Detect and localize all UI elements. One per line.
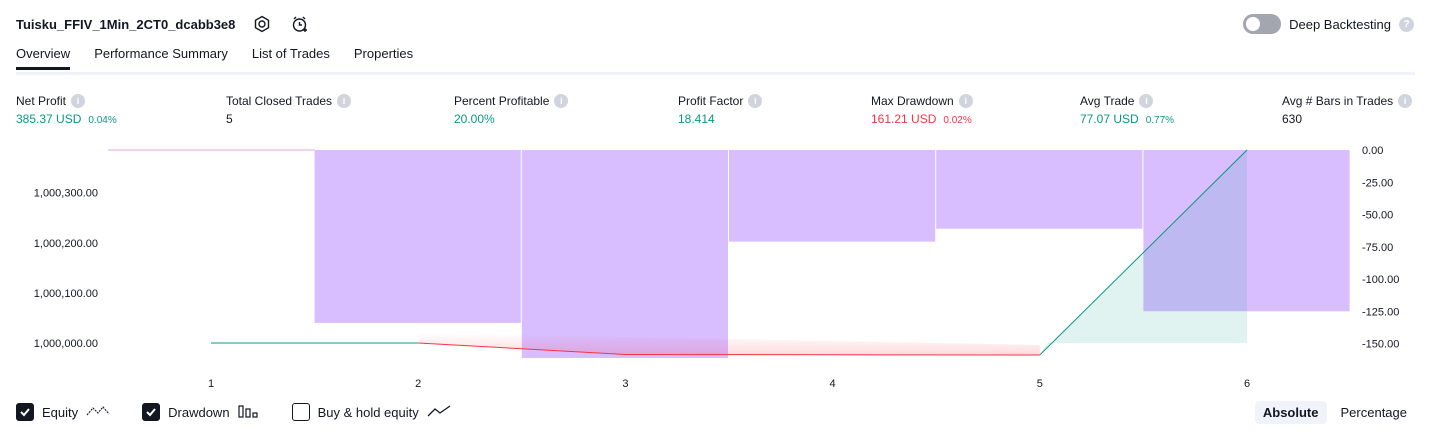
left-axis-tick: 1,000,100.00 (34, 288, 98, 300)
equity-line-segment (1039, 149, 1248, 356)
value-mode-switch: Absolute Percentage (1254, 401, 1415, 424)
percentage-mode-button[interactable]: Percentage (1340, 405, 1408, 420)
metric-net-profit: Net Profit i 385.37 USD 0.04% (16, 94, 117, 126)
metric-avg-trade: Avg Trade i 77.07 USD 0.77% (1080, 94, 1174, 126)
x-axis-tick: 6 (1244, 378, 1250, 390)
tab-bar: Overview Performance Summary List of Tra… (16, 46, 413, 70)
equity-loss-area (418, 332, 1040, 355)
metric-percent: 0.77% (1145, 115, 1175, 126)
chart-legend: Equity Drawdown Buy & hold equity (16, 403, 451, 421)
left-axis-tick: 1,000,200.00 (34, 238, 98, 250)
left-axis-tick: 1,000,000.00 (34, 338, 98, 350)
metric-total-closed-trades: Total Closed Trades i 5 (226, 94, 352, 126)
left-axis-tick: 1,000,300.00 (34, 188, 98, 200)
tab-list-of-trades[interactable]: List of Trades (251, 46, 330, 61)
x-axis-tick: 4 (830, 378, 836, 390)
metric-profit-factor: Profit Factor i 18.414 (678, 94, 763, 126)
absolute-mode-button[interactable]: Absolute (1254, 401, 1327, 424)
info-icon[interactable]: i (1139, 94, 1154, 108)
right-axis-tick: 0.00 (1362, 145, 1383, 157)
metric-value: 5 (226, 112, 233, 126)
legend-label: Drawdown (168, 404, 230, 420)
legend-drawdown[interactable]: Drawdown (142, 403, 259, 421)
drawdown-bar (521, 150, 728, 358)
metric-avg-bars-in-trades: Avg # Bars in Trades i 630 (1282, 94, 1413, 126)
legend-label: Equity (42, 404, 79, 420)
right-axis-tick: -75.00 (1362, 242, 1393, 254)
settings-icon[interactable] (251, 13, 273, 35)
metric-value: 20.00% (454, 112, 495, 126)
right-axis-tick: -25.00 (1362, 177, 1393, 189)
info-icon[interactable]: i (71, 94, 86, 108)
metric-label: Total Closed Trades (226, 94, 333, 108)
right-axis-tick: -50.00 (1362, 210, 1393, 222)
deep-backtesting-label: Deep Backtesting (1289, 16, 1391, 32)
metric-label: Max Drawdown (871, 94, 954, 108)
legend-label: Buy & hold equity (317, 404, 419, 420)
legend-equity[interactable]: Equity (16, 403, 110, 421)
equity-checkbox[interactable] (16, 403, 34, 421)
equity-drawdown-chart[interactable]: 1,000,000.00 1,000,100.00 1,000,200.00 1,00… (0, 140, 1431, 395)
metric-max-drawdown: Max Drawdown i 161.21 USD 0.02% (871, 94, 973, 126)
tab-properties[interactable]: Properties (353, 46, 414, 61)
info-icon[interactable]: i (337, 94, 352, 108)
equity-line-segment (418, 342, 1040, 356)
x-axis-tick: 3 (622, 378, 628, 390)
drawdown-bar (314, 150, 521, 323)
deep-backtesting: Deep Backtesting ? (1243, 12, 1414, 36)
metric-value: 161.21 USD (871, 112, 937, 126)
metric-percent-profitable: Percent Profitable i 20.00% (454, 94, 569, 126)
x-axis-tick: 1 (208, 378, 214, 390)
drawdown-bar (936, 150, 1143, 229)
metric-value: 385.37 USD (16, 112, 82, 126)
strategy-header: Tuisku_FFIV_1Min_2CT0_dcabb3e8 (16, 12, 311, 36)
drawdown-bar (1143, 150, 1350, 312)
info-icon[interactable]: i (958, 94, 973, 108)
legend-buy-hold-equity[interactable]: Buy & hold equity (291, 403, 451, 421)
right-axis-tick: -150.00 (1362, 339, 1399, 351)
info-icon[interactable]: i (1398, 94, 1413, 108)
tab-overview[interactable]: Overview (16, 46, 71, 70)
x-axis-tick: 5 (1037, 378, 1043, 390)
tabs-divider (16, 72, 1415, 75)
toggle-knob (1246, 17, 1261, 31)
metric-label: Avg # Bars in Trades (1282, 94, 1394, 108)
metric-percent: 0.02% (943, 115, 972, 126)
metric-label: Avg Trade (1080, 94, 1135, 108)
drawdown-bar (729, 150, 936, 242)
metric-percent: 0.04% (88, 115, 117, 126)
metric-value: 77.07 USD (1080, 112, 1139, 126)
right-axis-tick: -125.00 (1362, 306, 1399, 318)
x-axis-tick: 2 (415, 378, 421, 390)
right-axis-tick: -100.00 (1362, 274, 1399, 286)
metric-label: Net Profit (16, 94, 67, 108)
strategy-title: Tuisku_FFIV_1Min_2CT0_dcabb3e8 (16, 16, 236, 32)
drawdown-bars-icon (237, 404, 260, 421)
info-icon[interactable]: i (554, 94, 569, 108)
buy-hold-line-icon (427, 404, 451, 421)
alert-add-icon[interactable] (289, 13, 311, 35)
equity-line-icon (86, 404, 110, 421)
metric-value: 630 (1282, 112, 1303, 126)
help-icon[interactable]: ? (1399, 16, 1414, 32)
drawdown-checkbox[interactable] (142, 403, 161, 421)
buy-hold-checkbox[interactable] (291, 403, 310, 421)
metric-label: Profit Factor (678, 94, 744, 108)
info-icon[interactable]: i (748, 94, 763, 108)
metric-label: Percent Profitable (454, 94, 550, 108)
deep-backtesting-toggle[interactable] (1243, 14, 1282, 34)
tab-performance-summary[interactable]: Performance Summary (94, 46, 228, 61)
metric-value: 18.414 (678, 112, 715, 126)
